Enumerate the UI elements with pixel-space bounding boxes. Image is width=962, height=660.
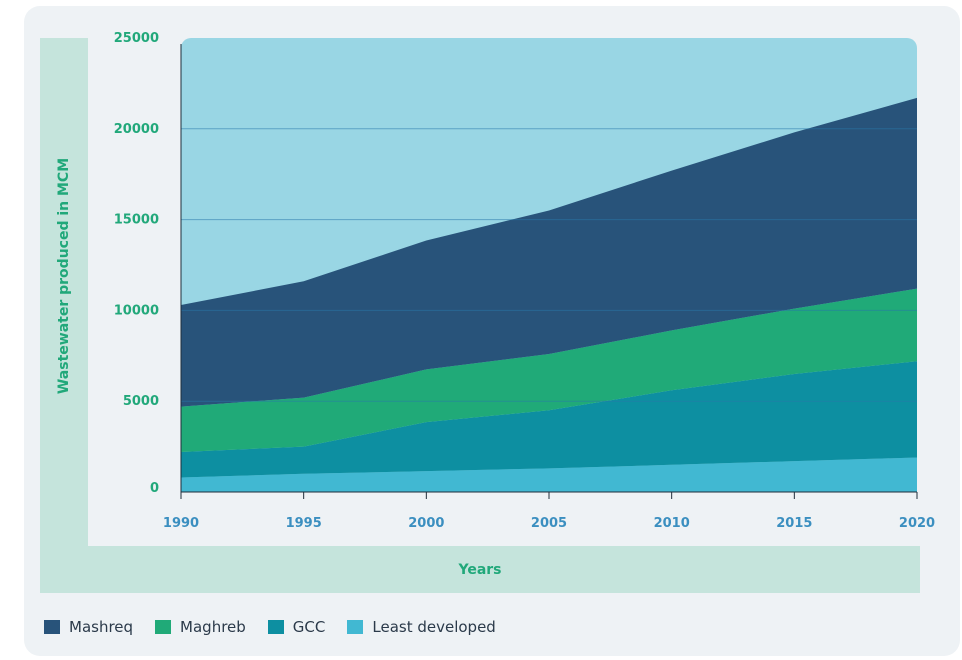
- y-tick-label: 10000: [114, 303, 159, 318]
- area-series-gcc: [181, 361, 917, 478]
- area-series-least-developed: [181, 457, 917, 492]
- legend-label: Mashreq: [69, 618, 134, 636]
- y-tick-label: 25000: [114, 31, 159, 46]
- legend-swatch: [44, 620, 60, 634]
- x-tick-label: 2005: [531, 516, 567, 531]
- x-tick-label: 2010: [654, 516, 690, 531]
- legend-label: Maghreb: [180, 618, 246, 636]
- legend-item-mashreq: Mashreq: [44, 618, 133, 636]
- x-axis-label: Years: [458, 562, 502, 578]
- legend-swatch: [155, 620, 172, 634]
- x-tick-label: 1995: [286, 516, 322, 531]
- y-tick-label: 0: [150, 481, 159, 496]
- legend-item-least-developed: Least developed: [347, 618, 496, 636]
- y-tick-label: 15000: [114, 213, 159, 228]
- y-tick-label: 20000: [114, 122, 159, 137]
- y-tick-label: 5000: [123, 394, 159, 409]
- y-axis-label-band: [40, 38, 88, 593]
- x-tick-label: 1990: [163, 516, 199, 531]
- legend-swatch: [267, 620, 284, 634]
- x-tick-label: 2015: [776, 516, 812, 531]
- x-tick-label: 2000: [408, 516, 444, 531]
- legend: Mashreq Maghreb GCC Least developed: [44, 618, 518, 636]
- legend-label: GCC: [292, 618, 326, 636]
- x-axis-label-band: [40, 546, 920, 593]
- area-series-maghreb: [181, 288, 917, 452]
- legend-label: Least developed: [372, 618, 496, 636]
- x-tick-label: 2020: [899, 516, 935, 531]
- legend-item-gcc: GCC: [267, 618, 326, 636]
- legend-item-maghreb: Maghreb: [155, 618, 246, 636]
- area-series-mashreq: [181, 97, 917, 407]
- legend-swatch: [347, 620, 364, 634]
